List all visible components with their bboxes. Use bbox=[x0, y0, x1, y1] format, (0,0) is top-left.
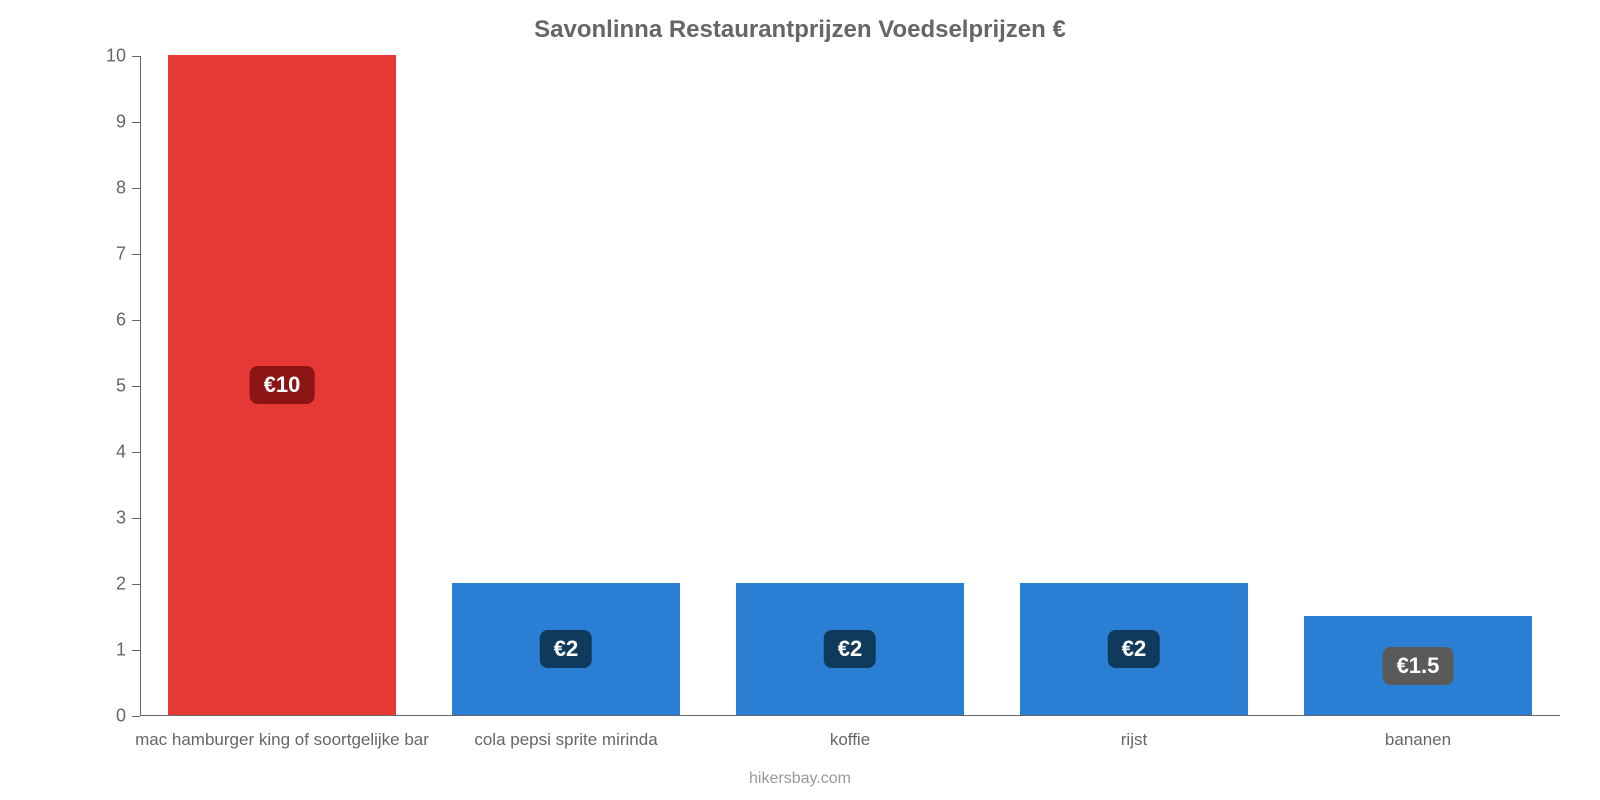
x-category-label: bananen bbox=[1385, 716, 1451, 750]
bar-value-badge: €2 bbox=[1108, 630, 1160, 668]
bar: €2 bbox=[1020, 583, 1247, 715]
bar: €2 bbox=[452, 583, 679, 715]
y-tick-label: 9 bbox=[116, 112, 140, 133]
price-bar-chart: Savonlinna Restaurantprijzen Voedselprij… bbox=[0, 0, 1600, 800]
x-category-label: mac hamburger king of soortgelijke bar bbox=[135, 716, 429, 750]
bar-value-badge: €2 bbox=[824, 630, 876, 668]
x-category-label: koffie bbox=[830, 716, 870, 750]
x-category-label: cola pepsi sprite mirinda bbox=[474, 716, 657, 750]
y-tick-label: 10 bbox=[106, 46, 140, 67]
chart-title: Savonlinna Restaurantprijzen Voedselprij… bbox=[0, 16, 1600, 44]
y-tick-label: 6 bbox=[116, 310, 140, 331]
y-tick-label: 2 bbox=[116, 574, 140, 595]
y-tick-label: 7 bbox=[116, 244, 140, 265]
y-tick-label: 1 bbox=[116, 640, 140, 661]
y-axis bbox=[140, 56, 141, 716]
credit-text: hikersbay.com bbox=[0, 770, 1600, 788]
plot-area: 012345678910€10mac hamburger king of soo… bbox=[140, 56, 1560, 716]
bar-value-badge: €2 bbox=[540, 630, 592, 668]
bar-value-badge: €10 bbox=[250, 366, 315, 404]
y-tick-label: 3 bbox=[116, 508, 140, 529]
y-tick-label: 5 bbox=[116, 376, 140, 397]
bar: €2 bbox=[736, 583, 963, 715]
y-tick-label: 8 bbox=[116, 178, 140, 199]
bar: €1.5 bbox=[1304, 616, 1531, 715]
x-category-label: rijst bbox=[1121, 716, 1147, 750]
y-tick-label: 4 bbox=[116, 442, 140, 463]
bar-value-badge: €1.5 bbox=[1383, 647, 1454, 685]
bar: €10 bbox=[168, 55, 395, 715]
